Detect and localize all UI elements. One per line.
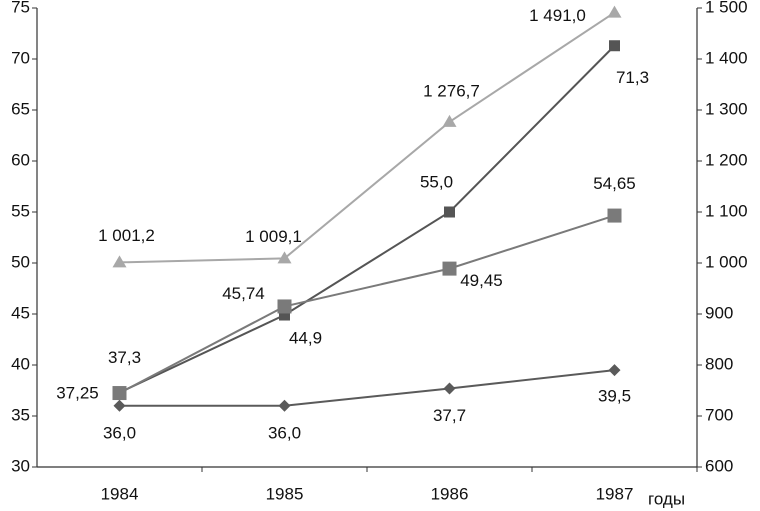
y2-tick-label: 1 100 [705,201,748,220]
marker [277,251,292,264]
marker [444,206,455,218]
y2-tick-label: 700 [705,405,733,424]
x-axis-label: годы [648,489,685,508]
y2-tick-label: 900 [705,303,733,322]
data-label: 1 276,7 [423,81,480,100]
marker [277,299,292,314]
data-label: 36,0 [268,423,301,442]
marker [442,261,457,276]
series-line [119,369,615,407]
data-label: 54,65 [593,174,636,193]
series-line [119,214,615,394]
y-tick-label: 35 [11,405,30,424]
data-label: 45,74 [222,284,265,303]
data-label: 39,5 [598,387,631,406]
marker [443,382,456,395]
x-tick-label: 1984 [101,484,139,503]
marker [112,386,127,401]
x-tick-label: 1986 [431,484,469,503]
data-label: 71,3 [616,68,649,87]
data-label: 1 491,0 [529,6,586,25]
y2-tick-label: 600 [705,456,733,475]
marker [112,255,127,268]
x-tick-label: 1987 [596,484,634,503]
y-tick-label: 65 [11,99,30,118]
data-label: 44,9 [289,329,322,348]
y-tick-label: 45 [11,303,30,322]
data-label: 55,0 [420,172,453,191]
data-label: 49,45 [460,271,503,290]
y2-tick-label: 1 200 [705,150,748,169]
data-label: 1 001,2 [98,226,155,245]
marker [279,309,290,321]
data-label: 37,7 [433,406,466,425]
y2-tick-label: 1 500 [705,0,748,16]
y2-tick-label: 1 000 [705,252,748,271]
data-label: 36,0 [103,423,136,442]
y-tick-label: 50 [11,252,30,271]
marker [607,208,622,223]
y-tick-label: 55 [11,201,30,220]
y2-tick-label: 1 400 [705,48,748,67]
y-tick-label: 60 [11,150,30,169]
marker [278,399,291,412]
data-label: 1 009,1 [245,227,302,246]
y-tick-label: 30 [11,456,30,475]
series-line [119,45,616,394]
data-label: 37,25 [56,384,99,403]
series-line [119,11,616,264]
marker [442,114,457,127]
y2-tick-label: 1 300 [705,99,748,118]
marker [113,399,126,412]
x-tick-label: 1985 [266,484,304,503]
marker [609,40,620,52]
y-tick-label: 40 [11,354,30,373]
marker [607,5,622,18]
marker [608,364,621,377]
data-label: 37,3 [108,348,141,367]
y2-tick-label: 800 [705,354,733,373]
y-tick-label: 70 [11,48,30,67]
y-tick-label: 75 [11,0,30,16]
